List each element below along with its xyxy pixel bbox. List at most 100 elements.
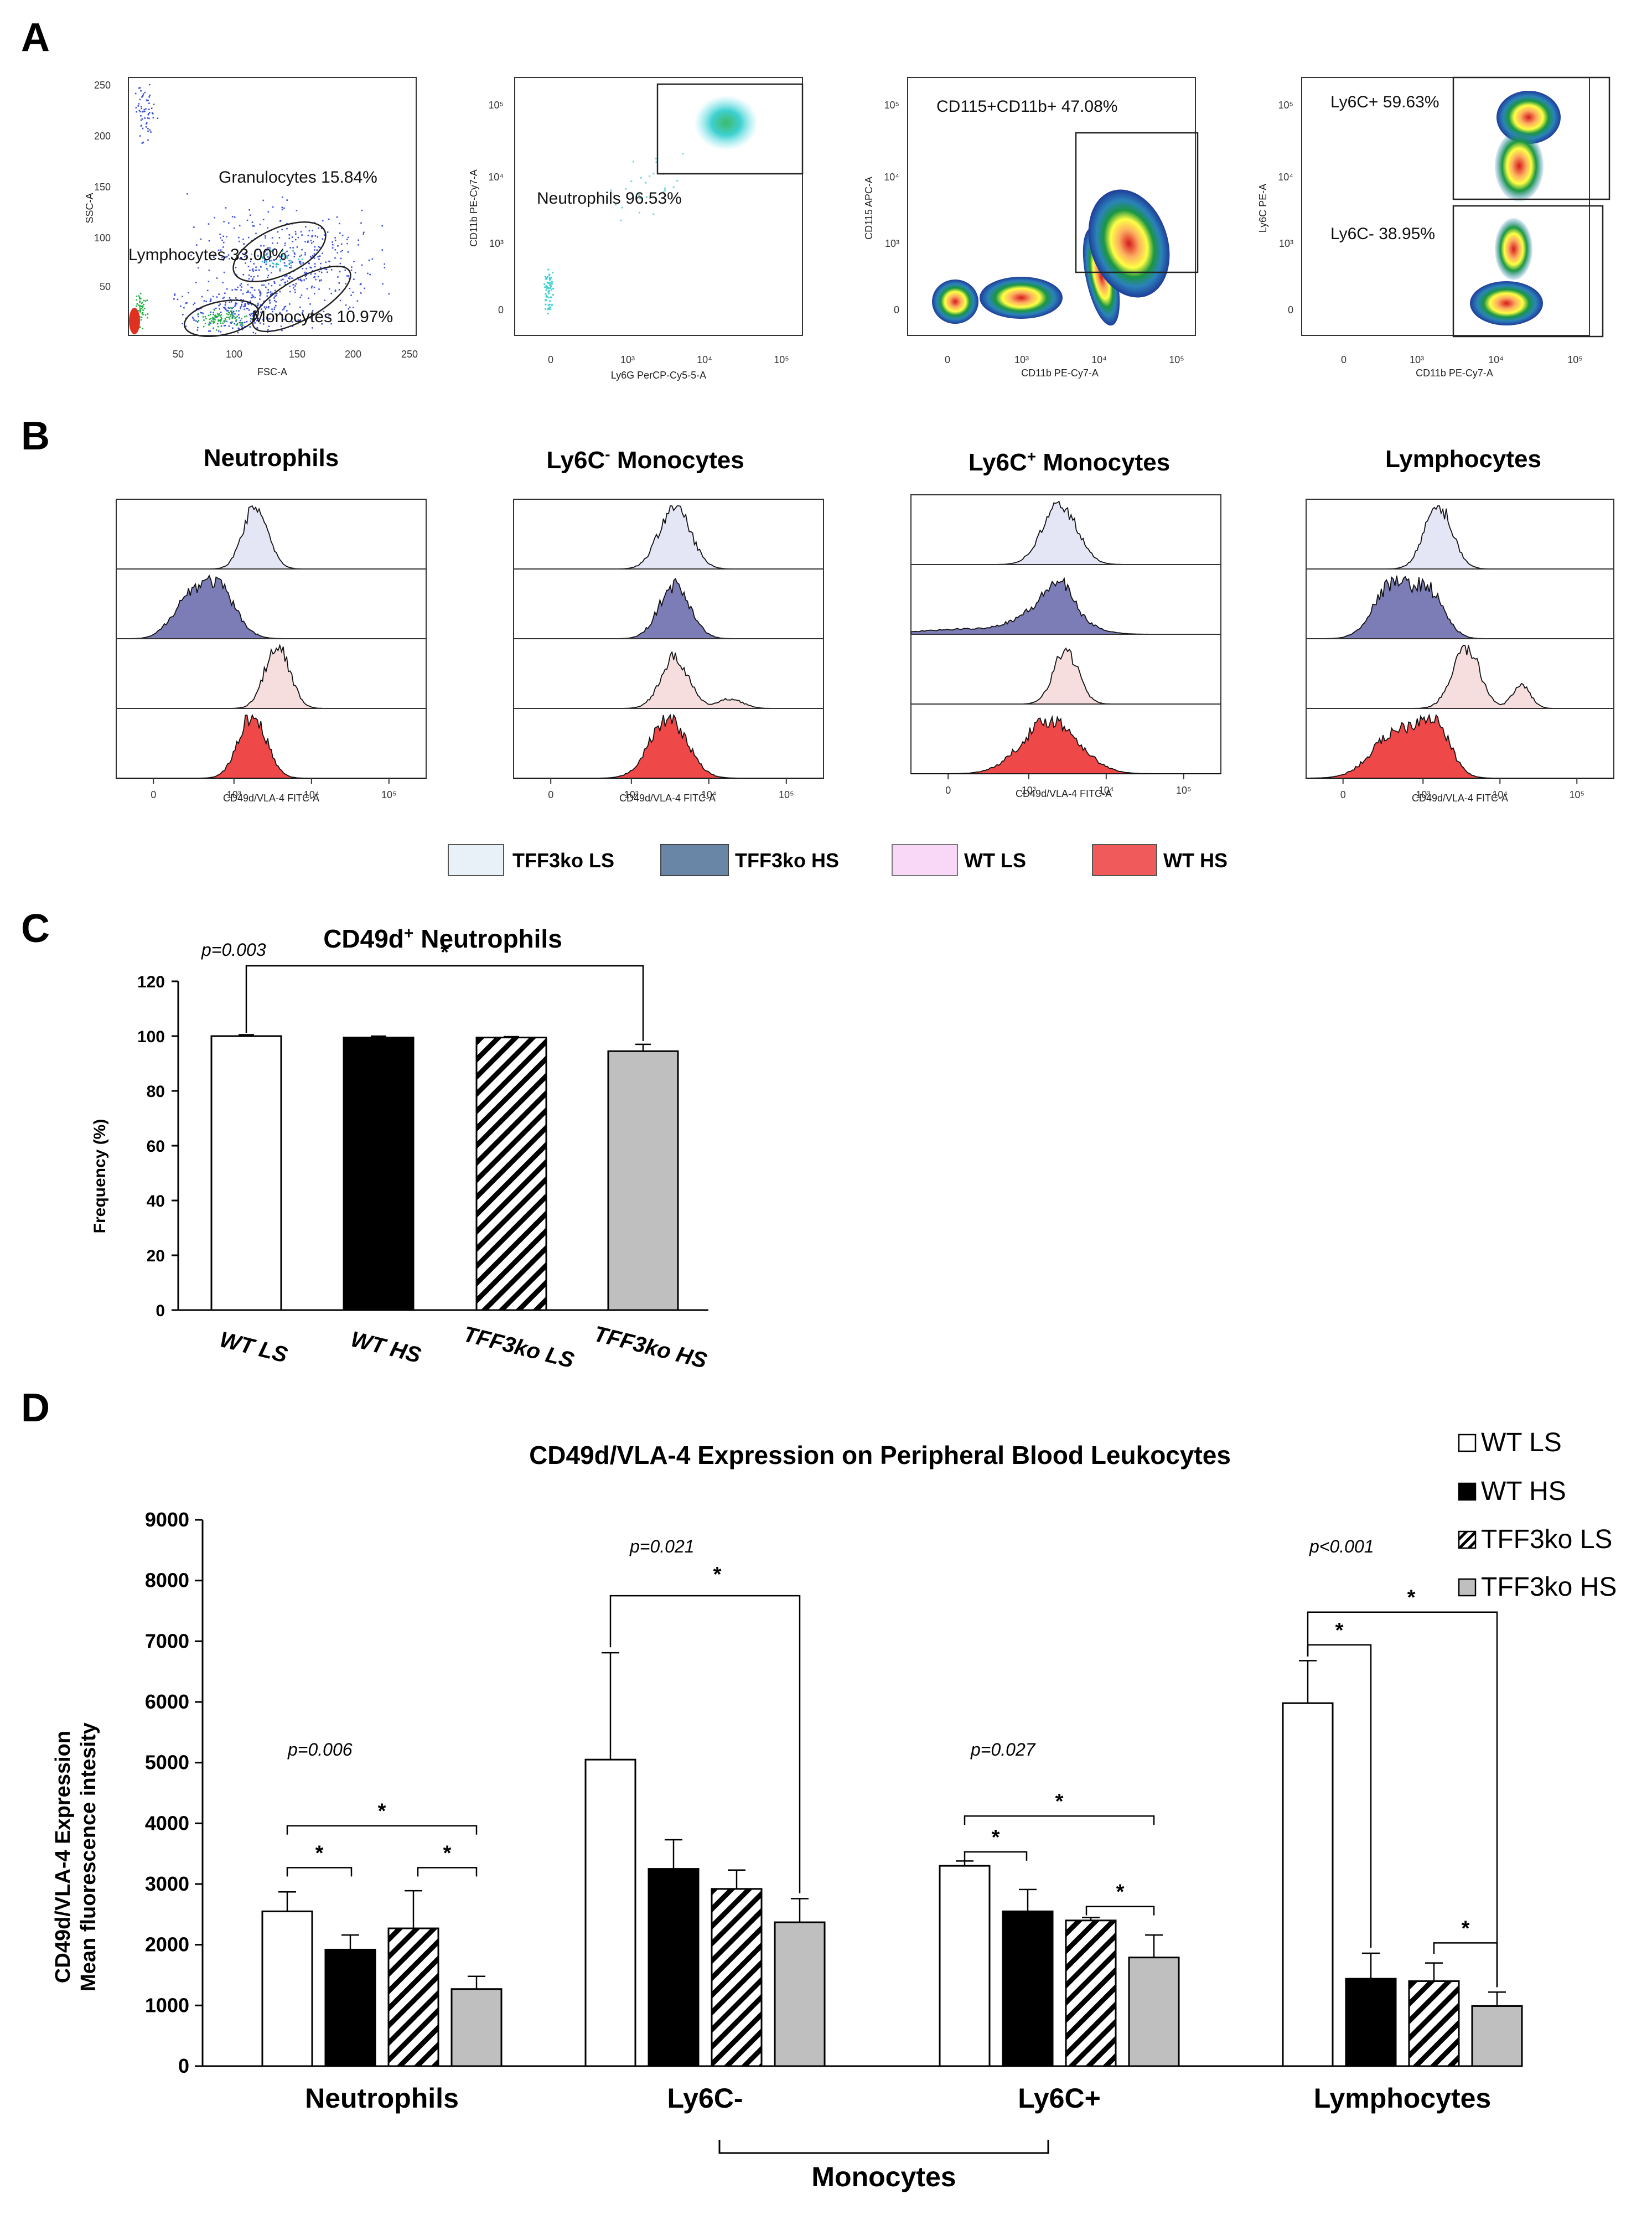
histogram-panel: 0 10³ 10⁴ 10⁵ xyxy=(1306,499,1614,800)
scatter-dot xyxy=(277,231,278,233)
scatter-dot xyxy=(296,320,297,322)
scatter-dot xyxy=(344,269,346,271)
significance-star: * xyxy=(1055,1790,1064,1813)
scatter-dot xyxy=(213,313,214,315)
scatter-dot xyxy=(210,323,211,324)
y-tick-label: 3000 xyxy=(145,1872,189,1895)
scatter-dot xyxy=(244,304,246,306)
scatter-dot xyxy=(226,320,227,323)
scatter-dot xyxy=(185,302,187,304)
chart-title: CD49d/VLA-4 Expression on Peripheral Blo… xyxy=(529,1441,1231,1469)
scatter-dot xyxy=(144,91,146,94)
scatter-dot xyxy=(208,270,210,271)
scatter-dot xyxy=(278,237,281,239)
scatter-dot xyxy=(361,264,363,266)
scatter-dot xyxy=(271,251,273,253)
y-axis-label: Frequency (%) xyxy=(91,1119,109,1234)
scatter-dot xyxy=(242,299,244,301)
contour-population xyxy=(980,277,1063,319)
dense-spot xyxy=(129,308,140,334)
scatter-dot xyxy=(682,153,684,155)
y-tick: 10⁴ xyxy=(1278,172,1293,183)
scatter-dot xyxy=(242,252,244,255)
scatter-dot xyxy=(549,308,551,311)
scatter-dot xyxy=(245,262,246,264)
scatter-dot xyxy=(262,199,265,201)
bar xyxy=(711,1888,763,2067)
scatter-dot xyxy=(212,296,214,298)
scatter-dot xyxy=(334,257,336,259)
scatter-dot xyxy=(345,304,347,306)
scatter-dot xyxy=(283,308,285,310)
scatter-dot xyxy=(215,307,217,309)
scatter-dot xyxy=(247,308,248,309)
significance-star: * xyxy=(441,941,449,964)
x-axis-label: CD49d/VLA-4 FITC-A xyxy=(1412,793,1508,804)
scatter-dot xyxy=(264,235,266,237)
scatter-dot xyxy=(142,302,143,303)
scatter-dot xyxy=(320,266,322,268)
scatter-dot xyxy=(252,296,254,298)
x-tick: 150 xyxy=(289,349,305,360)
scatter-dot xyxy=(310,240,312,241)
x-tick: 10⁵ xyxy=(774,354,789,365)
scatter-dot xyxy=(299,296,302,298)
scatter-dot xyxy=(149,112,151,113)
scatter-dot xyxy=(551,304,553,306)
scatter-dot xyxy=(144,300,147,302)
y-tick: 250 xyxy=(94,80,111,91)
scatter-dot xyxy=(360,222,362,224)
scatter-dot xyxy=(256,319,258,322)
scatter-dot xyxy=(260,311,262,313)
scatter-dot xyxy=(235,320,237,322)
scatter-dot xyxy=(308,262,310,264)
scatter-dot xyxy=(273,308,276,311)
scatter-dot xyxy=(253,263,255,265)
scatter-dot xyxy=(256,249,257,251)
scatter-dot xyxy=(201,296,203,298)
contour-population xyxy=(932,280,978,324)
scatter-dot xyxy=(240,324,241,326)
y-tick: 10⁴ xyxy=(488,172,504,183)
scatter-dot xyxy=(279,268,281,271)
scatter-dot xyxy=(259,291,261,292)
x-tick: 0 xyxy=(1341,354,1347,365)
scatter-dot xyxy=(288,267,291,268)
scatter-dot xyxy=(146,100,148,102)
scatter-dot xyxy=(288,277,289,279)
histogram-title-ly6c-pos: Ly6C+ Monocytes xyxy=(969,448,1170,476)
bar xyxy=(774,1921,826,2067)
scatter-dot xyxy=(241,323,243,325)
scatter-dot xyxy=(283,207,285,209)
scatter-dot xyxy=(308,230,310,232)
x-tick-label: 10³ xyxy=(624,789,639,800)
scatter-dot xyxy=(135,107,137,108)
scatter-dot xyxy=(545,299,547,301)
x-tick-label: 10⁵ xyxy=(779,789,794,800)
x-tick: 200 xyxy=(345,349,361,360)
scatter-dot xyxy=(288,255,289,256)
scatter-dot xyxy=(140,119,142,121)
scatter-dot xyxy=(248,278,250,280)
gate-label-lymphocytes: Lymphocytes 33.00% xyxy=(128,246,287,264)
x-tick-label: 0 xyxy=(548,789,553,800)
scatter-dot xyxy=(281,206,283,209)
scatter-dot xyxy=(242,324,244,327)
scatter-dot xyxy=(219,320,221,322)
scatter-dot xyxy=(138,309,139,312)
scatter-dot xyxy=(205,318,207,319)
scatter-dot xyxy=(305,272,308,274)
scatter-dot xyxy=(347,236,349,239)
scatter-dot xyxy=(294,253,296,255)
gate-label-monocytes: Monocytes 10.97% xyxy=(252,308,393,326)
scatter-dot xyxy=(550,277,552,279)
scatter-dot xyxy=(234,323,236,325)
scatter-dot xyxy=(330,292,333,294)
scatter-dot xyxy=(281,329,283,332)
scatter-dot xyxy=(301,249,303,251)
scatter-dot xyxy=(147,113,149,116)
scatter-dot xyxy=(227,254,230,256)
scatter-dot xyxy=(230,301,232,303)
scatter-dot xyxy=(247,283,249,286)
legend-swatch-wt-ls xyxy=(892,844,958,876)
